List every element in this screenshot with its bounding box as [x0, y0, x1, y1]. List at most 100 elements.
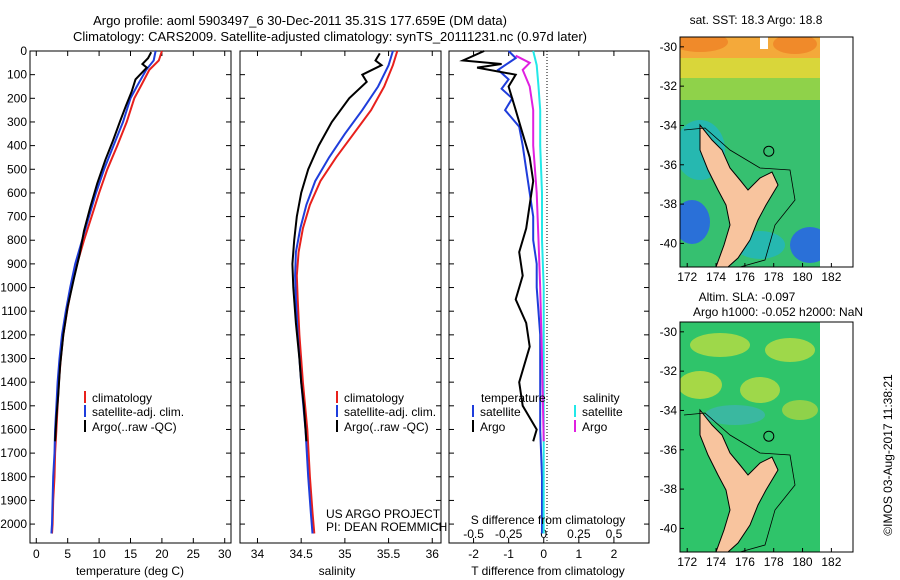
x-tick-label: 10 — [92, 547, 106, 561]
sst-map-panel: sat. SST: 18.3 Argo: 18.8 172 174 176 178 18… — [660, 13, 854, 284]
depth-tick-label: 200 — [7, 91, 27, 105]
sst-missing-data-cell — [760, 37, 768, 49]
depth-tick-label: 700 — [7, 210, 27, 224]
sla-patch-6 — [782, 400, 818, 420]
sla-patch-4 — [740, 377, 780, 403]
salinity-legend: climatology satellite-adj. clim. Argo(..… — [336, 391, 436, 434]
lon-tick-label: 182 — [821, 555, 841, 569]
lon-tick-label: 176 — [735, 270, 755, 284]
depth-tick-label: 300 — [7, 115, 27, 129]
legend-label-argo: Argo(..raw -QC) — [92, 420, 177, 434]
x-tick-label: 5 — [64, 547, 71, 561]
sst-warm-patch-left — [680, 37, 728, 52]
figure-title-line2: Climatology: CARS2009. Satellite-adjuste… — [73, 29, 587, 44]
difference-legend: temperature salinity satellite Argo sate… — [472, 391, 623, 434]
sst-map-axes: 172 174 176 178 180 182 -30 -32 -34 -36 -38 -40 — [660, 40, 842, 284]
series-line-satellite — [496, 50, 543, 534]
legend-label-t-argo: Argo — [480, 420, 506, 434]
salinity-series — [291, 50, 399, 534]
lat-tick-label: -40 — [660, 521, 678, 535]
lon-tick-label: 182 — [821, 270, 841, 284]
new-zealand-land — [699, 123, 779, 267]
sla-map-title: Altim. SLA: -0.097 — [699, 290, 796, 304]
x-tick-label: 0 — [33, 547, 40, 561]
argo-position-marker-sla — [763, 430, 775, 442]
x-tick-label: 34 — [251, 547, 265, 561]
lat-tick-label: -36 — [660, 443, 678, 457]
x2-tick-label: -0.5 — [463, 527, 484, 541]
sla-patch-1 — [690, 333, 750, 357]
sla-map-subtitle: Argo h1000: -0.052 h2000: NaN — [693, 305, 863, 319]
credit-label: ©IMOS 03-Aug-2017 11:38:21 — [881, 374, 895, 536]
depth-tick-label: 1600 — [0, 422, 27, 436]
series-line-argo_sal — [515, 54, 545, 442]
x2-tick-label: -0.25 — [495, 527, 523, 541]
x-tick-label: 35 — [338, 547, 352, 561]
depth-tick-label: 0 — [20, 44, 27, 58]
depth-tick-label: 1000 — [0, 281, 27, 295]
figure-title-line1: Argo profile: aoml 5903497_6 30-Dec-2011… — [93, 13, 507, 28]
x-tick-label: 20 — [155, 547, 169, 561]
series-line-climatology — [295, 50, 399, 534]
sla-map-axes: 172 174 176 178 180 182 -30 -32 -34 -36 -38 -40 — [660, 325, 842, 569]
sst-map-frame — [679, 36, 854, 268]
temperature-axes-frame — [29, 50, 232, 544]
lon-tick-label: 174 — [706, 555, 726, 569]
lon-tick-label: 178 — [764, 555, 784, 569]
sla-patch-5 — [705, 405, 765, 425]
lat-tick-label: -38 — [660, 482, 678, 496]
sst-map-title: sat. SST: 18.3 Argo: 18.8 — [690, 13, 823, 27]
x-tick-label: 25 — [187, 547, 201, 561]
new-zealand-land — [699, 408, 779, 552]
lon-tick-label: 172 — [677, 270, 697, 284]
lat-tick-label: -30 — [660, 40, 678, 54]
sla-shelf-contour — [683, 412, 796, 552]
legend-label-satellite: satellite-adj. clim. — [92, 405, 184, 419]
project-label: US ARGO PROJECT — [326, 507, 441, 521]
series-line-satellite — [50, 50, 157, 534]
legend-title-salinity: salinity — [583, 391, 620, 405]
legend-label-climatology: climatology — [344, 391, 404, 405]
continental-shelf-contour — [683, 127, 796, 267]
sst-blank-east — [820, 37, 853, 267]
x-tick-label: 30 — [218, 547, 232, 561]
lon-tick-label: 176 — [735, 555, 755, 569]
lat-tick-label: -34 — [660, 403, 678, 417]
depth-tick-label: 800 — [7, 233, 27, 247]
depth-tick-label: 400 — [7, 139, 27, 153]
x-tick-label: 36 — [426, 547, 440, 561]
depth-tick-label: 1400 — [0, 375, 27, 389]
sst-blue-patch-left — [680, 200, 710, 244]
x-tick-label: 0 — [540, 547, 547, 561]
sst-mid-band — [680, 78, 820, 100]
sst-blue-patch-right — [790, 227, 820, 263]
lat-tick-label: -32 — [660, 79, 678, 93]
sla-patch-3 — [680, 371, 722, 399]
lon-tick-label: 180 — [793, 555, 813, 569]
lon-tick-label: 172 — [677, 555, 697, 569]
legend-label-t-satellite: satellite — [480, 405, 521, 419]
temperature-x-axis: 0 5 10 15 20 25 30 — [30, 50, 232, 561]
x-tick-label: 35.5 — [377, 547, 401, 561]
sst-warm-patch-right — [773, 37, 817, 54]
difference-xlabel: T difference from climatology — [471, 564, 625, 578]
x2-tick-label: 0.5 — [606, 527, 623, 541]
sla-blank-east — [820, 322, 853, 552]
lon-tick-label: 178 — [764, 270, 784, 284]
depth-tick-label: 1700 — [0, 446, 27, 460]
salinity-axes-frame — [239, 50, 442, 544]
lon-tick-label: 180 — [793, 270, 813, 284]
difference-x-axis: -2 -1 0 1 2 -0.5 -0.25 0 0.25 0.5 — [449, 50, 649, 561]
series-line-argo — [459, 50, 538, 442]
depth-tick-label: 500 — [7, 162, 27, 176]
legend-label-argo: Argo(..raw -QC) — [344, 420, 429, 434]
sla-map-panel: Altim. SLA: -0.097 Argo h1000: -0.052 h2… — [660, 290, 863, 569]
depth-tick-label: 1100 — [1, 304, 27, 318]
temperature-legend: climatology satellite-adj. clim. Argo(..… — [84, 391, 184, 434]
lat-tick-label: -40 — [660, 236, 678, 250]
depth-tick-label: 2000 — [0, 517, 27, 531]
depth-tick-label: 600 — [7, 186, 27, 200]
temperature-xlabel: temperature (deg C) — [76, 564, 184, 578]
temperature-panel: 0100200300400500600700800900100011001200… — [0, 44, 231, 578]
